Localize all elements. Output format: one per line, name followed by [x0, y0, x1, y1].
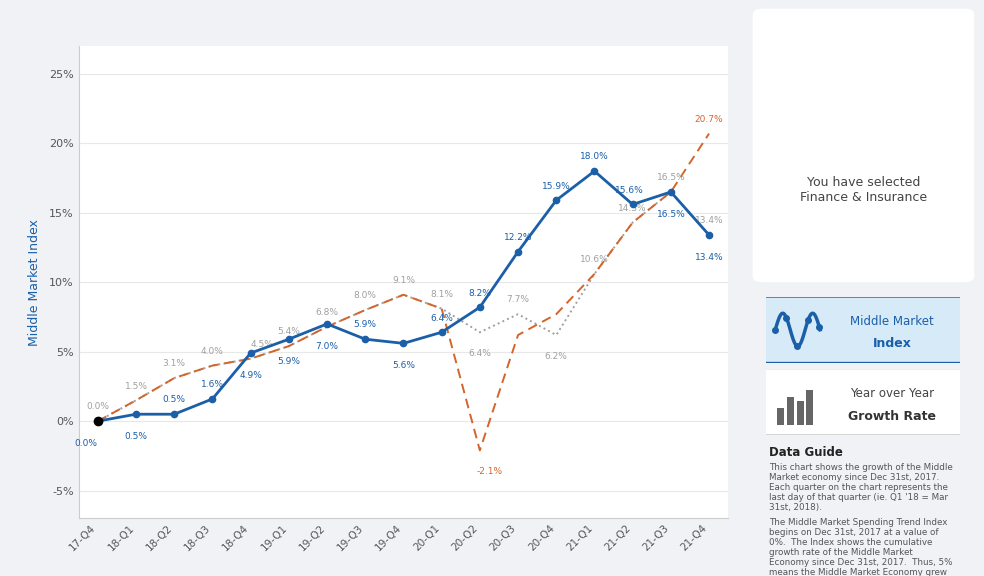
Text: Year over Year: Year over Year	[850, 387, 934, 400]
Text: Middle Market: Middle Market	[850, 315, 934, 328]
Text: 9.1%: 9.1%	[392, 276, 415, 285]
FancyBboxPatch shape	[758, 369, 968, 435]
Text: 13.4%: 13.4%	[695, 253, 723, 262]
Text: Data Guide: Data Guide	[769, 446, 843, 460]
Text: You have selected
Finance & Insurance: You have selected Finance & Insurance	[800, 176, 928, 204]
Text: 7.0%: 7.0%	[316, 342, 338, 351]
Text: 13.4%: 13.4%	[695, 216, 723, 225]
Bar	[807, 391, 814, 425]
Text: 8.1%: 8.1%	[430, 290, 454, 299]
Text: Market economy since Dec 31st, 2017.: Market economy since Dec 31st, 2017.	[769, 472, 940, 482]
Text: 1.5%: 1.5%	[125, 381, 148, 391]
Text: 18.0%: 18.0%	[581, 153, 609, 161]
Text: 31st, 2018).: 31st, 2018).	[769, 503, 823, 512]
Text: 14.3%: 14.3%	[618, 204, 646, 213]
Text: 4.9%: 4.9%	[239, 371, 262, 380]
Text: 16.5%: 16.5%	[656, 210, 685, 219]
Text: growth rate of the Middle Market: growth rate of the Middle Market	[769, 548, 913, 557]
Text: Economy since Dec 31st, 2017.  Thus, 5%: Economy since Dec 31st, 2017. Thus, 5%	[769, 558, 953, 567]
Text: -2.1%: -2.1%	[476, 467, 503, 476]
Text: The Middle Market Spending Trend Index: The Middle Market Spending Trend Index	[769, 518, 948, 527]
Legend: Middle Market Index, Selected Industry, USGDP: Middle Market Index, Selected Industry, …	[78, 0, 463, 5]
Text: begins on Dec 31st, 2017 at a value of: begins on Dec 31st, 2017 at a value of	[769, 528, 939, 537]
Text: last day of that quarter (ie. Q1 '18 = Mar: last day of that quarter (ie. Q1 '18 = M…	[769, 493, 949, 502]
Text: 10.6%: 10.6%	[581, 255, 609, 264]
Bar	[777, 408, 784, 425]
Text: 4.5%: 4.5%	[251, 340, 274, 349]
Text: 6.4%: 6.4%	[430, 313, 453, 323]
Text: 5.6%: 5.6%	[392, 361, 415, 370]
FancyBboxPatch shape	[758, 297, 968, 363]
Text: 1.6%: 1.6%	[201, 380, 224, 389]
Text: This chart shows the growth of the Middle: This chart shows the growth of the Middl…	[769, 463, 953, 472]
Text: 3.1%: 3.1%	[162, 359, 186, 369]
Text: 16.5%: 16.5%	[656, 173, 685, 182]
Text: means the Middle Market Economy grew: means the Middle Market Economy grew	[769, 569, 948, 576]
Text: Growth Rate: Growth Rate	[848, 410, 936, 423]
Text: 6.8%: 6.8%	[316, 308, 338, 317]
Bar	[787, 397, 794, 425]
Text: 15.6%: 15.6%	[614, 185, 644, 195]
Text: 5.9%: 5.9%	[353, 320, 377, 329]
Text: 12.2%: 12.2%	[504, 233, 532, 242]
Text: 5.4%: 5.4%	[277, 327, 300, 336]
Text: 6.2%: 6.2%	[545, 352, 568, 361]
Text: 0%.  The Index shows the cumulative: 0%. The Index shows the cumulative	[769, 538, 933, 547]
Text: 0.0%: 0.0%	[87, 403, 109, 411]
Text: 7.7%: 7.7%	[507, 295, 529, 305]
Text: $: $	[860, 93, 872, 111]
Text: Index: Index	[873, 336, 911, 350]
Text: 8.0%: 8.0%	[353, 291, 377, 300]
Text: 0.5%: 0.5%	[162, 396, 186, 404]
Y-axis label: Middle Market Index: Middle Market Index	[28, 219, 40, 346]
Text: 15.9%: 15.9%	[542, 181, 571, 191]
Text: 20.7%: 20.7%	[695, 115, 723, 124]
Text: 5.9%: 5.9%	[277, 357, 300, 366]
Text: 4.0%: 4.0%	[201, 347, 224, 356]
Text: 0.0%: 0.0%	[75, 439, 97, 448]
Text: 0.5%: 0.5%	[125, 432, 148, 441]
Text: 8.2%: 8.2%	[468, 289, 491, 298]
Text: 6.4%: 6.4%	[468, 349, 491, 358]
Text: Each quarter on the chart represents the: Each quarter on the chart represents the	[769, 483, 949, 492]
Bar	[797, 401, 804, 425]
